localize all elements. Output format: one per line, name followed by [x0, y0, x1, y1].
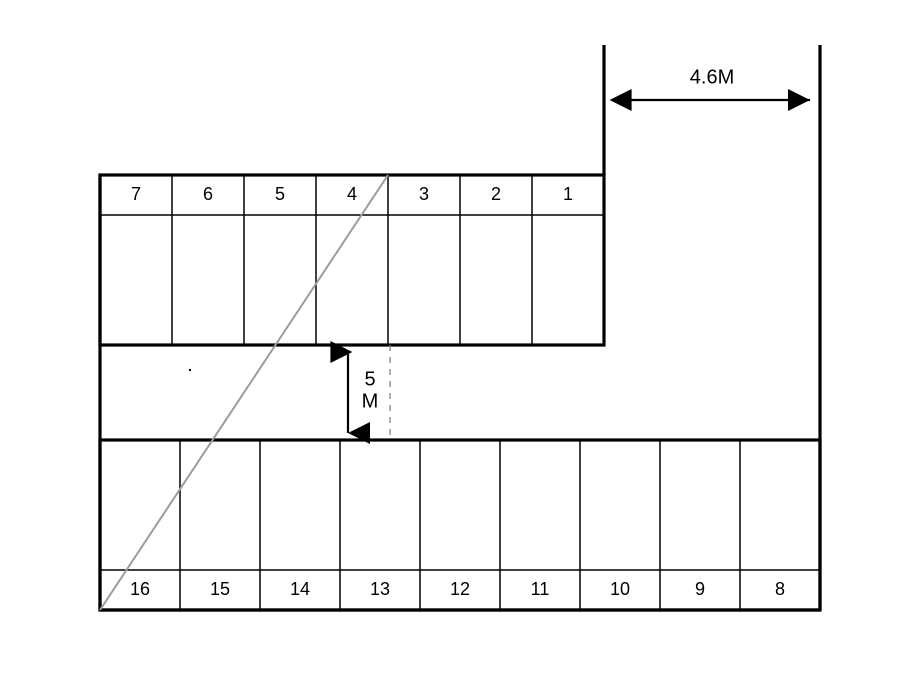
- dim-aisle-label-2: M: [362, 390, 379, 412]
- bot-stall-14: 14: [290, 579, 310, 599]
- bot-stall-9: 9: [695, 579, 705, 599]
- dim-width-label: 4.6M: [690, 66, 734, 88]
- parking-diagram: { "diagram": { "type": "floorplan", "bac…: [0, 0, 900, 700]
- bot-stall-15: 15: [210, 579, 230, 599]
- top-stall-7: 7: [131, 184, 141, 204]
- top-stall-6: 6: [203, 184, 213, 204]
- top-stall-1: 1: [563, 184, 573, 204]
- bot-stall-10: 10: [610, 579, 630, 599]
- bot-stall-11: 11: [531, 579, 550, 599]
- bot-stall-12: 12: [450, 579, 470, 599]
- stray-dot: [189, 369, 191, 371]
- bot-stall-16: 16: [130, 579, 150, 599]
- top-stall-5: 5: [275, 184, 285, 204]
- top-stall-3: 3: [419, 184, 429, 204]
- bot-stall-8: 8: [775, 579, 785, 599]
- floorplan-svg: 4.6M 7 6 5 4 3 2 1 16 15 14 13 12 11 10 …: [0, 0, 900, 700]
- dim-aisle-label-1: 5: [364, 368, 375, 390]
- top-stall-4: 4: [347, 184, 357, 204]
- bot-stall-13: 13: [370, 579, 390, 599]
- top-stall-2: 2: [491, 184, 501, 204]
